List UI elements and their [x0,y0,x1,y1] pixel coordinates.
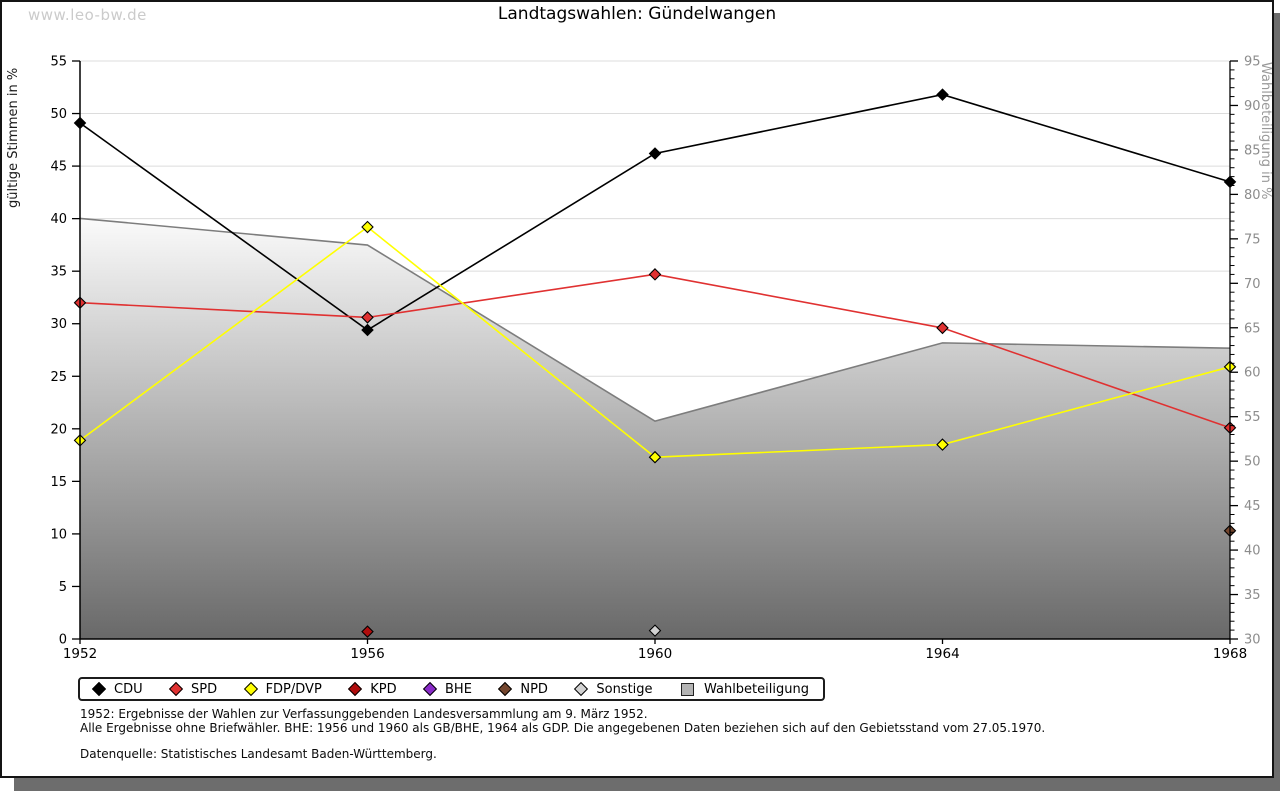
x-tick-label: 1960 [638,646,672,662]
diamond-swatch-icon [91,681,107,697]
right-tick-label: 80 [1244,188,1261,203]
left-tick-label: 30 [50,317,67,332]
right-tick-label: 85 [1244,143,1261,158]
right-tick-label: 90 [1244,99,1261,114]
right-tick-label: 65 [1244,321,1261,336]
legend-item-fdpdvp: FDP/DVP [243,681,322,697]
footnote-2: Alle Ergebnisse ohne Briefwähler. BHE: 1… [80,721,1046,735]
legend-item-label: KPD [370,681,397,697]
right-tick-label: 45 [1244,499,1261,514]
marker-FDPDVP [648,450,662,464]
legend-item-label: Sonstige [596,681,653,697]
participation-swatch-icon [680,682,694,696]
marker-CDU [361,323,374,337]
diamond-swatch-icon [574,681,589,697]
data-source: Datenquelle: Statistisches Landesamt Bad… [80,747,437,761]
left-axis-title: gültige Stimmen in % [6,68,21,208]
marker-KPD [361,625,374,638]
right-tick-label: 40 [1244,544,1261,559]
legend-item-label: BHE [445,681,472,697]
left-tick-label: 45 [50,160,67,175]
legend-item-label: Wahlbeteiligung [703,681,809,697]
marker-CDU [648,147,662,160]
x-tick-label: 1968 [1213,646,1247,662]
diamond-swatch-icon [422,681,438,697]
footnote-1: 1952: Ergebnisse der Wahlen zur Verfassu… [80,707,648,721]
watermark: www.leo-bw.de [28,6,147,24]
legend-item-npd: NPD [498,681,548,697]
x-tick-label: 1956 [350,646,384,662]
left-tick-label: 5 [59,580,67,595]
chart-title: Landtagswahlen: Gündelwangen [497,4,777,24]
legend-item-label: CDU [114,681,143,697]
right-tick-label: 55 [1244,410,1261,425]
marker-Sonstige [648,624,662,637]
right-tick-label: 75 [1244,232,1261,247]
left-tick-label: 20 [50,422,67,437]
legend-item-cdu: CDU [91,681,143,697]
right-axis-title: Wahlbeteiligung in % [1258,62,1273,199]
marker-FDPDVP [361,220,374,234]
legend: CDU SPD FDP/DVP KPD BHE NPD Sonstige Wahlbeteil… [78,677,825,701]
right-tick-label: 95 [1244,55,1261,70]
right-tick-label: 70 [1244,277,1261,292]
left-tick-label: 15 [50,475,67,490]
participation-area-edge [79,217,1231,423]
marker-SPD [936,321,949,335]
marker-SPD [361,311,374,324]
left-tick-label: 40 [50,212,67,227]
left-tick-label: 0 [59,633,67,648]
diamond-swatch-icon [168,681,184,697]
right-tick-label: 50 [1244,455,1261,470]
left-tick-label: 50 [50,107,67,122]
legend-item-sonstige: Sonstige [574,681,653,697]
right-tick-label: 30 [1244,633,1261,648]
left-tick-label: 10 [50,527,67,542]
legend-item-bhe: BHE [422,681,472,697]
diamond-swatch-icon [348,681,363,697]
diamond-swatch-icon [498,681,513,697]
diamond-swatch-icon [243,681,258,697]
chart-canvas: 0 5 10 15 20 25 30 35 40 45 50 55 30 35 40 45 50 55 60 65 70… [0,0,1274,778]
marker-CDU [936,88,949,101]
legend-item-wahlbeteiligung: Wahlbeteiligung [680,681,809,697]
marker-FDPDVP [936,438,949,451]
right-tick-label: 35 [1244,588,1261,603]
legend-item-label: NPD [520,681,548,697]
left-tick-label: 35 [50,265,67,280]
left-tick-label: 25 [50,370,67,385]
right-tick-label: 60 [1244,366,1261,381]
legend-item-spd: SPD [168,681,218,697]
x-tick-label: 1952 [63,646,97,662]
x-tick-label: 1964 [925,646,959,662]
marker-SPD [648,268,662,281]
chart-svg: 0 5 10 15 20 25 30 35 40 45 50 55 30 35 40 45 50 55 60 65 70… [0,0,1274,778]
left-tick-label: 55 [50,55,67,70]
legend-item-label: SPD [191,681,218,697]
legend-item-kpd: KPD [348,681,397,697]
legend-item-label: FDP/DVP [265,681,322,697]
plot-area: 0 5 10 15 20 25 30 35 40 45 50 55 30 35 40 45 50 55 60 65 70… [50,55,1260,663]
